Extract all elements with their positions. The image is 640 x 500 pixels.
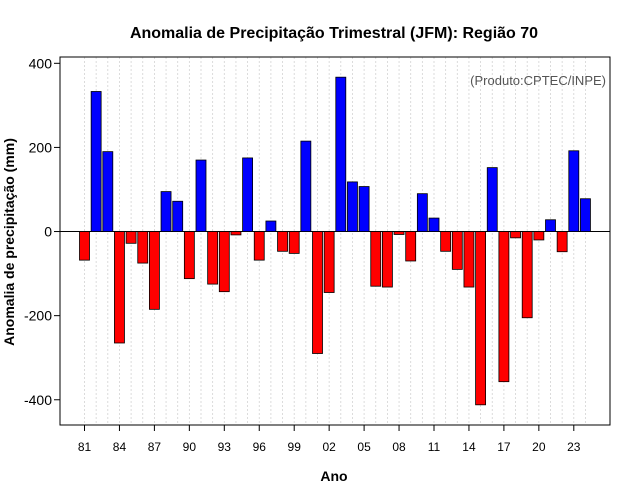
- y-tick-label-0: 400: [29, 55, 53, 71]
- bar-2003: [335, 76, 347, 232]
- chart-title: Anomalia de Precipitação Trimestral (JFM…: [130, 25, 538, 42]
- bar-1996: [253, 231, 265, 261]
- bar-2021: [545, 219, 556, 232]
- x-tick-label-2023: 23: [567, 440, 581, 454]
- bar-2023: [568, 150, 580, 232]
- bar-2018: [510, 231, 521, 239]
- bar-2001: [312, 231, 323, 354]
- bar-1994: [230, 231, 242, 236]
- y-axis-label: Anomalia de precipitação (mm): [1, 138, 17, 346]
- y-axis: 400 200 0 -200 -400: [24, 55, 60, 408]
- x-tick-label-1990: 90: [183, 440, 197, 454]
- bar-2005: [358, 186, 370, 232]
- bar-1983: [102, 151, 114, 232]
- bar-2022: [556, 231, 568, 253]
- y-tick-label-1: 200: [29, 139, 53, 155]
- x-axis-label: Ano: [320, 468, 347, 484]
- x-axis: 81 84 87 90 93 96 99 02 05 08 11 14 17 20 23: [78, 425, 581, 454]
- y-tick-label-3: -200: [24, 308, 52, 324]
- x-tick-label-1984: 84: [113, 440, 127, 454]
- bar-2015: [475, 231, 487, 406]
- bar-2016: [486, 167, 498, 232]
- x-tick-label-1993: 93: [218, 440, 232, 454]
- bar-2017: [498, 231, 510, 383]
- x-tick-label-2014: 14: [462, 440, 476, 454]
- bar-1984: [114, 231, 125, 344]
- bar-1991: [195, 159, 207, 232]
- x-tick-label-2017: 17: [497, 440, 511, 454]
- bar-1995: [242, 157, 254, 232]
- bar-1981: [79, 231, 90, 261]
- bar-2007: [381, 231, 393, 288]
- x-tick-label-2011: 11: [428, 440, 441, 454]
- x-tick-label-2005: 05: [357, 440, 371, 454]
- bar-1990: [183, 231, 195, 280]
- x-tick-label-2008: 08: [392, 440, 406, 454]
- x-tick-label-1996: 96: [253, 440, 267, 454]
- bar-1997: [265, 220, 277, 232]
- bar-2002: [323, 231, 335, 293]
- bar-2012: [440, 231, 452, 252]
- bar-2013: [451, 231, 463, 270]
- bar-1993: [218, 231, 230, 293]
- bar-2008: [393, 231, 405, 235]
- bar-2004: [347, 181, 358, 232]
- bar-2014: [463, 231, 475, 288]
- bar-2024: [580, 198, 591, 232]
- x-tick-label-1987: 87: [148, 440, 162, 454]
- x-tick-label-1999: 99: [288, 440, 302, 454]
- bar-2019: [521, 231, 533, 319]
- bar-1987: [148, 231, 160, 310]
- x-tick-label-2002: 02: [322, 440, 336, 454]
- bar-2000: [300, 140, 312, 232]
- bar-1985: [125, 231, 137, 244]
- bar-1988: [160, 191, 172, 232]
- bar-1998: [277, 231, 288, 252]
- bar-1999: [288, 231, 300, 254]
- plot-frame: [59, 56, 611, 426]
- bar-1986: [137, 231, 149, 264]
- bar-2009: [405, 231, 417, 262]
- y-tick-label-4: -400: [24, 392, 52, 408]
- bar-2006: [370, 231, 382, 287]
- bar-2020: [533, 231, 545, 241]
- x-tick-label-2020: 20: [532, 440, 546, 454]
- bar-1992: [207, 231, 219, 285]
- bar-group: [79, 76, 591, 406]
- bar-2010: [416, 193, 428, 232]
- bar-1982: [90, 91, 102, 232]
- bar-2011: [428, 217, 440, 232]
- credit-label: (Produto:CPTEC/INPE): [470, 73, 606, 88]
- bar-1989: [172, 200, 184, 232]
- x-tick-label-1981: 81: [78, 440, 92, 454]
- y-tick-label-2: 0: [44, 224, 52, 240]
